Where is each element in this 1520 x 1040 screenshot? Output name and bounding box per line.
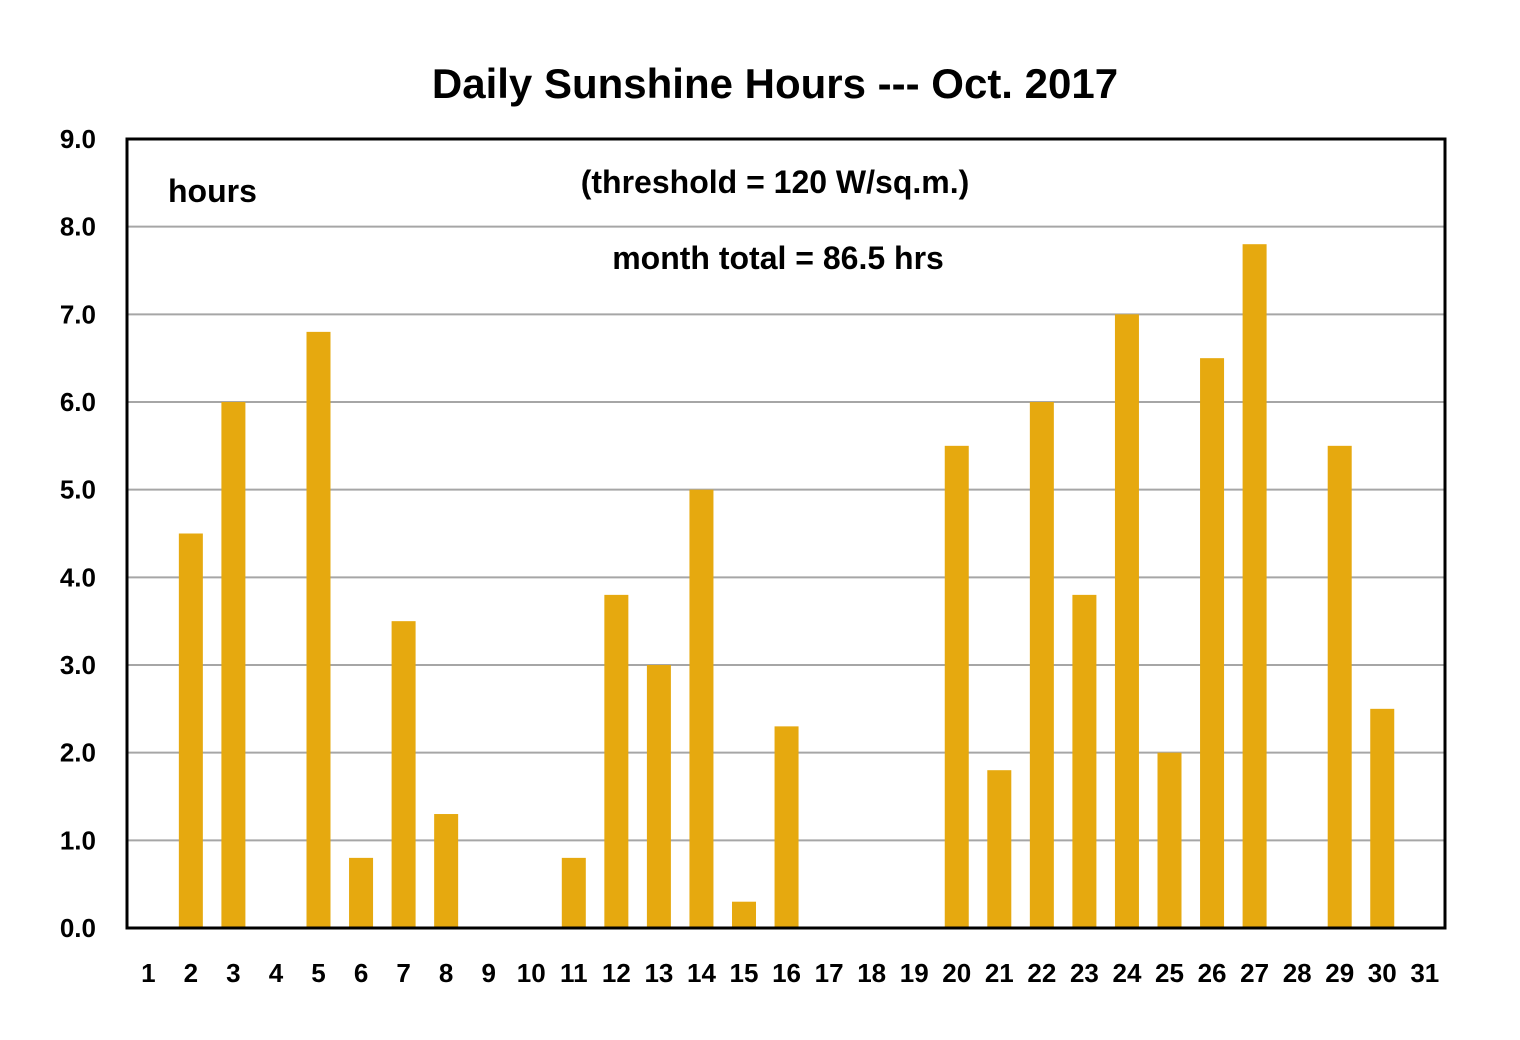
bar-day-26 [1200, 358, 1225, 929]
bar-day-16 [774, 726, 799, 928]
x-tick-label: 4 [269, 958, 284, 988]
bars [178, 244, 1395, 929]
x-tick-label: 16 [772, 958, 801, 988]
x-tick-label: 23 [1070, 958, 1099, 988]
x-tick-label: 1 [141, 958, 155, 988]
y-tick-label: 6.0 [60, 387, 96, 417]
y-tick-label: 3.0 [60, 650, 96, 680]
y-tick-label: 4.0 [60, 562, 96, 592]
y-tick-label: 0.0 [60, 913, 96, 943]
bar-day-29 [1327, 445, 1352, 928]
bar-day-14 [689, 489, 714, 928]
bar-day-3 [221, 402, 246, 928]
bar-day-8 [434, 814, 459, 928]
y-tick-label: 5.0 [60, 475, 96, 505]
bar-day-2 [178, 533, 203, 928]
bar-day-13 [646, 665, 671, 928]
bar-day-25 [1157, 752, 1182, 928]
x-tick-label: 9 [481, 958, 495, 988]
bar-day-7 [391, 621, 416, 928]
y-axis-ticks: 0.0 1.0 2.0 3.0 4.0 5.0 6.0 7.0 8.0 9.0 [60, 124, 96, 943]
x-tick-label: 12 [602, 958, 631, 988]
x-tick-label: 6 [354, 958, 368, 988]
x-tick-label: 13 [644, 958, 673, 988]
bar-day-12 [604, 594, 629, 928]
x-tick-label: 29 [1325, 958, 1354, 988]
x-tick-label: 22 [1027, 958, 1056, 988]
x-tick-label: 19 [900, 958, 929, 988]
y-tick-label: 1.0 [60, 825, 96, 855]
y-axis-unit-label: hours [168, 173, 257, 209]
x-tick-label: 15 [730, 958, 759, 988]
y-tick-label: 2.0 [60, 738, 96, 768]
gridlines [127, 225, 1445, 842]
x-tick-label: 2 [184, 958, 198, 988]
bar-day-24 [1114, 314, 1139, 928]
x-axis-ticks: 1 2 3 4 5 6 7 8 9 10 11 12 13 14 15 16 17 18 19 20 21 22 23 24 2… [141, 958, 1439, 988]
bar-day-5 [306, 331, 331, 928]
x-tick-label: 31 [1410, 958, 1439, 988]
threshold-annotation: (threshold = 120 W/sq.m.) [581, 164, 970, 200]
chart-title: Daily Sunshine Hours --- Oct. 2017 [432, 60, 1118, 107]
month-total-annotation: month total = 86.5 hrs [612, 240, 944, 276]
x-tick-label: 8 [439, 958, 453, 988]
plot-frame [125, 137, 1447, 930]
x-tick-label: 10 [517, 958, 546, 988]
bar-day-21 [987, 770, 1012, 928]
y-tick-label: 7.0 [60, 299, 96, 329]
x-tick-label: 25 [1155, 958, 1184, 988]
bar-day-23 [1072, 594, 1097, 928]
bar-day-11 [561, 857, 586, 928]
bar-day-20 [944, 445, 969, 928]
bar-day-6 [349, 857, 374, 928]
x-tick-label: 17 [815, 958, 844, 988]
bar-day-22 [1029, 402, 1054, 928]
x-tick-label: 11 [560, 958, 588, 988]
x-tick-label: 28 [1283, 958, 1312, 988]
bar-day-30 [1370, 708, 1395, 928]
x-tick-label: 26 [1198, 958, 1227, 988]
x-tick-label: 24 [1112, 958, 1141, 988]
y-tick-label: 8.0 [60, 212, 96, 242]
x-tick-label: 21 [985, 958, 1014, 988]
x-tick-label: 30 [1368, 958, 1397, 988]
bar-day-27 [1242, 244, 1267, 928]
x-tick-label: 27 [1240, 958, 1269, 988]
y-tick-label: 9.0 [60, 124, 96, 154]
bar-day-15 [732, 901, 756, 928]
x-tick-label: 7 [396, 958, 410, 988]
x-tick-label: 3 [226, 958, 240, 988]
x-tick-label: 5 [311, 958, 325, 988]
x-tick-label: 20 [942, 958, 971, 988]
x-tick-label: 14 [687, 958, 716, 988]
x-tick-label: 18 [857, 958, 886, 988]
